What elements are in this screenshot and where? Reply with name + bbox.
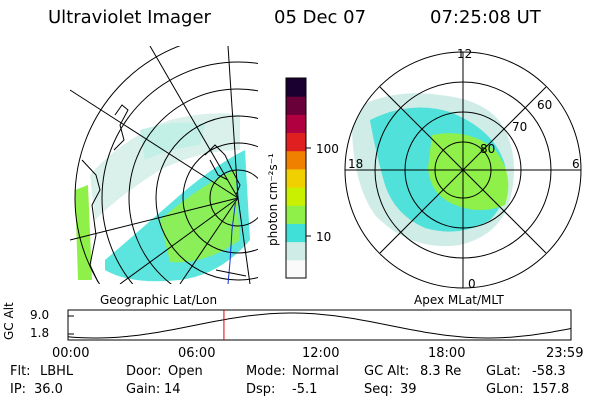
altitude-tick-9: 9.0 xyxy=(30,308,50,322)
info-mode-value: Normal xyxy=(292,364,340,379)
info-dsp-value: -5.1 xyxy=(292,382,318,397)
time-label: 07:25:08 UT xyxy=(430,7,541,28)
lat-label-80: 80 xyxy=(480,142,496,156)
altitude-tick-1-8: 1.8 xyxy=(30,326,50,340)
mlt-label-6: 6 xyxy=(572,157,580,171)
colorbar-band xyxy=(286,150,306,170)
apex-caption: Apex MLat/MLT xyxy=(414,293,504,307)
colorbar-band xyxy=(286,168,306,188)
info-ip-value: 36.0 xyxy=(34,382,63,397)
time-tick-1800: 18:00 xyxy=(428,346,466,361)
colorbar-tick-100: 100 xyxy=(316,142,339,156)
info-dsp-label: Dsp: xyxy=(246,382,276,397)
info-glon-value: 157.8 xyxy=(532,382,570,397)
info-seq-value: 39 xyxy=(400,382,417,397)
info-seq-label: Seq: xyxy=(364,382,393,397)
info-gcalt-label: GC Alt: xyxy=(364,364,410,379)
time-tick-1200: 12:00 xyxy=(302,346,340,361)
lat-label-60: 60 xyxy=(537,98,553,112)
colorbar-band xyxy=(286,187,306,206)
colorbar-band xyxy=(286,78,306,97)
colorbar-band xyxy=(286,241,306,261)
info-ip-label: IP: xyxy=(10,382,27,397)
mlt-label-0: 0 xyxy=(468,277,476,291)
info-flt-label: Flt: xyxy=(10,364,31,379)
colorbar-tick-10: 10 xyxy=(316,230,332,244)
altitude-axis-label: GC Alt xyxy=(2,302,16,340)
lat-label-70: 70 xyxy=(512,120,528,134)
info-gain-value: 14 xyxy=(164,382,181,397)
colorbar-band xyxy=(286,114,306,134)
colorbar-band xyxy=(286,259,306,279)
info-gain-label: Gain: xyxy=(126,382,161,397)
colorbar xyxy=(286,78,306,279)
time-tick-2359: 23:59 xyxy=(546,346,584,361)
altitude-plot-frame xyxy=(67,309,572,341)
time-tick-0000: 00:00 xyxy=(52,346,90,361)
colorbar-band xyxy=(286,205,306,224)
info-door-label: Door: xyxy=(126,364,162,379)
info-door-value: Open xyxy=(168,364,203,379)
info-glat-value: -58.3 xyxy=(532,364,566,379)
geographic-caption: Geographic Lat/Lon xyxy=(100,293,218,307)
instrument-title: Ultraviolet Imager xyxy=(48,7,211,28)
date-label: 05 Dec 07 xyxy=(274,7,367,28)
colorbar-label: photon cm⁻²s⁻¹ xyxy=(266,153,280,246)
mlt-label-18: 18 xyxy=(348,157,364,171)
info-glon-label: GLon: xyxy=(486,382,524,397)
colorbar-band xyxy=(286,132,306,152)
info-mode-label: Mode: xyxy=(246,364,286,379)
info-glat-label: GLat: xyxy=(486,364,521,379)
time-tick-0600: 06:00 xyxy=(178,346,216,361)
mlt-label-12: 12 xyxy=(457,47,473,61)
colorbar-band xyxy=(286,96,306,115)
info-gcalt-value: 8.3 Re xyxy=(420,364,462,379)
colorbar-band xyxy=(286,223,306,243)
altitude-curve xyxy=(67,312,572,339)
info-flt-value: LBHL xyxy=(40,364,74,379)
